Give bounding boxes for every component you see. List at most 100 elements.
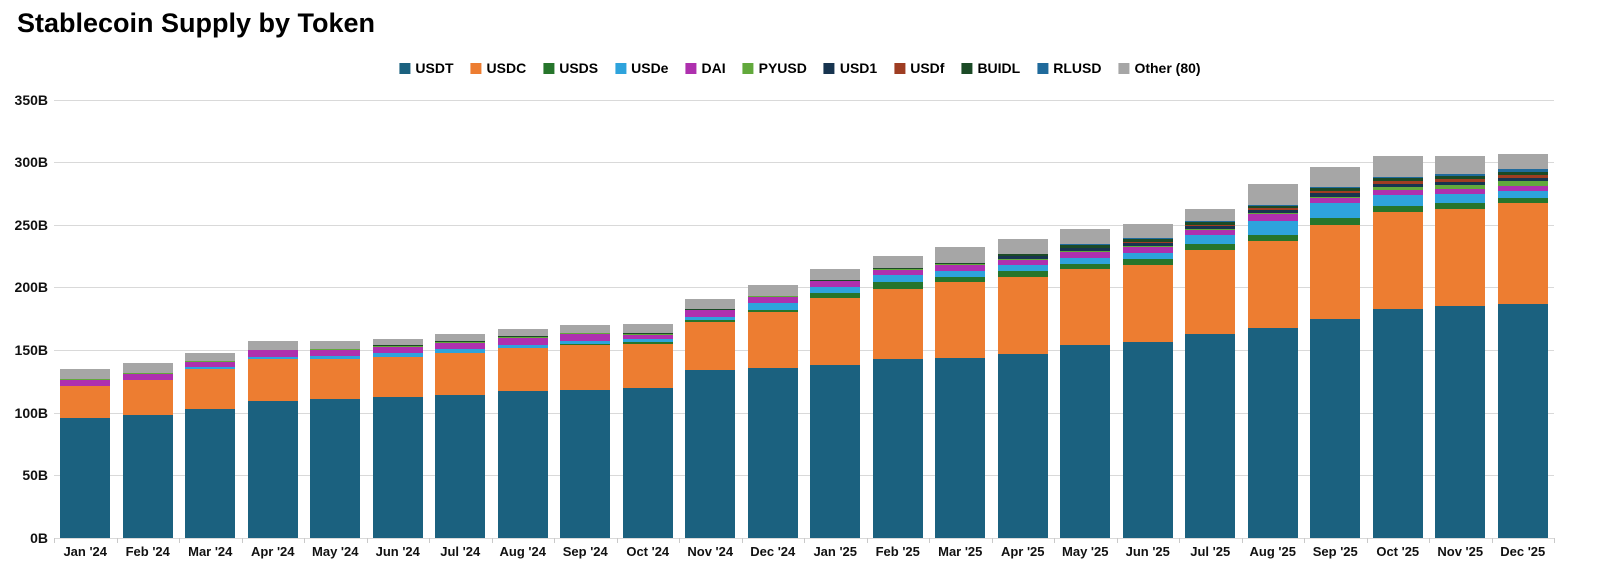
- bar-segment-usds[interactable]: [622, 342, 673, 344]
- bar-segment-usde[interactable]: [247, 356, 298, 360]
- bar-segment-dai[interactable]: [997, 260, 1048, 266]
- bar-segment-dai[interactable]: [60, 379, 111, 386]
- bar-segment-other-80[interactable]: [747, 284, 798, 296]
- bar-segment-pyusd[interactable]: [1372, 186, 1423, 190]
- bar-column-sep-24[interactable]: [560, 325, 611, 538]
- bar-segment-pyusd[interactable]: [435, 341, 486, 343]
- bar-segment-dai[interactable]: [1185, 229, 1236, 235]
- bar-segment-usdc[interactable]: [310, 359, 361, 399]
- bar-segment-buidl[interactable]: [1435, 176, 1486, 180]
- bar-column-dec-24[interactable]: [747, 284, 798, 538]
- bar-segment-usdc[interactable]: [1247, 241, 1298, 328]
- bar-segment-rlusd[interactable]: [1435, 174, 1486, 177]
- bar-column-sep-25[interactable]: [1310, 167, 1361, 538]
- bar-column-mar-24[interactable]: [185, 352, 236, 538]
- bar-segment-other-80[interactable]: [560, 325, 611, 333]
- bar-segment-usdt[interactable]: [122, 415, 173, 538]
- bar-segment-usdf[interactable]: [1372, 181, 1423, 184]
- bar-segment-pyusd[interactable]: [1122, 245, 1173, 247]
- bar-segment-buidl[interactable]: [1372, 178, 1423, 182]
- bar-segment-pyusd[interactable]: [372, 346, 423, 347]
- bar-segment-usdc[interactable]: [1372, 212, 1423, 309]
- legend-item-other-80[interactable]: Other (80): [1118, 61, 1201, 75]
- bar-segment-usds[interactable]: [1372, 206, 1423, 213]
- bar-segment-usd1[interactable]: [1122, 243, 1173, 246]
- bar-segment-usde[interactable]: [1435, 193, 1486, 204]
- bar-segment-usds[interactable]: [935, 276, 986, 283]
- bar-segment-other-80[interactable]: [1185, 209, 1236, 222]
- bar-segment-buidl[interactable]: [810, 280, 861, 281]
- bar-segment-buidl[interactable]: [685, 308, 736, 310]
- bar-segment-dai[interactable]: [685, 310, 736, 317]
- bar-segment-usds[interactable]: [1310, 218, 1361, 225]
- bar-segment-buidl[interactable]: [1247, 205, 1298, 209]
- bar-segment-usdf[interactable]: [1435, 179, 1486, 183]
- bar-segment-other-80[interactable]: [810, 268, 861, 280]
- legend-item-usde[interactable]: USDe: [615, 61, 668, 75]
- bar-segment-other-80[interactable]: [935, 247, 986, 263]
- legend-item-dai[interactable]: DAI: [685, 61, 726, 75]
- bar-segment-usds[interactable]: [1185, 243, 1236, 250]
- bar-segment-other-80[interactable]: [372, 338, 423, 346]
- bar-segment-usde[interactable]: [560, 340, 611, 344]
- bar-segment-usds[interactable]: [1122, 259, 1173, 265]
- bar-segment-dai[interactable]: [310, 349, 361, 357]
- bar-column-jun-25[interactable]: [1122, 224, 1173, 538]
- bar-segment-dai[interactable]: [622, 334, 673, 339]
- legend-item-buidl[interactable]: BUIDL: [961, 61, 1020, 75]
- bar-segment-usdt[interactable]: [435, 395, 486, 538]
- bar-segment-usdc[interactable]: [497, 348, 548, 392]
- bar-segment-usde[interactable]: [1122, 252, 1173, 260]
- bar-segment-pyusd[interactable]: [1185, 228, 1236, 230]
- bar-segment-usdt[interactable]: [685, 370, 736, 538]
- bar-segment-pyusd[interactable]: [1435, 185, 1486, 189]
- bar-segment-other-80[interactable]: [247, 340, 298, 350]
- bar-segment-usdc[interactable]: [185, 368, 236, 409]
- bar-segment-dai[interactable]: [435, 342, 486, 350]
- bar-segment-usdt[interactable]: [497, 391, 548, 538]
- bar-column-aug-24[interactable]: [497, 328, 548, 538]
- bar-segment-rlusd[interactable]: [1310, 187, 1361, 189]
- bar-segment-usds[interactable]: [747, 309, 798, 313]
- legend-item-usdf[interactable]: USDf: [894, 61, 944, 75]
- bar-column-feb-24[interactable]: [122, 362, 173, 538]
- bar-segment-usde[interactable]: [1060, 257, 1111, 264]
- bar-segment-dai[interactable]: [1372, 189, 1423, 195]
- bar-segment-usdt[interactable]: [1435, 306, 1486, 538]
- legend-item-usdc[interactable]: USDC: [470, 61, 526, 75]
- bar-column-mar-25[interactable]: [935, 247, 986, 538]
- bar-segment-usde[interactable]: [1185, 234, 1236, 244]
- bar-segment-dai[interactable]: [372, 346, 423, 354]
- bar-segment-buidl[interactable]: [497, 336, 548, 337]
- bar-segment-usdc[interactable]: [60, 385, 111, 418]
- bar-segment-usdt[interactable]: [1122, 341, 1173, 538]
- bar-segment-pyusd[interactable]: [560, 333, 611, 335]
- bar-segment-usds[interactable]: [1247, 235, 1298, 242]
- bar-segment-usds[interactable]: [997, 271, 1048, 277]
- bar-segment-usd1[interactable]: [1435, 182, 1486, 186]
- bar-segment-dai[interactable]: [1122, 247, 1173, 253]
- bar-segment-other-80[interactable]: [1310, 167, 1361, 188]
- bar-segment-usds[interactable]: [872, 282, 923, 289]
- bar-segment-buidl[interactable]: [935, 263, 986, 265]
- bar-segment-usdc[interactable]: [997, 276, 1048, 354]
- bar-segment-dai[interactable]: [935, 265, 986, 271]
- bar-column-oct-24[interactable]: [622, 324, 673, 538]
- bar-segment-pyusd[interactable]: [1247, 212, 1298, 215]
- bar-segment-dai[interactable]: [810, 281, 861, 287]
- bar-segment-other-80[interactable]: [60, 368, 111, 380]
- bar-segment-buidl[interactable]: [560, 332, 611, 334]
- bar-segment-usde[interactable]: [1497, 190, 1548, 198]
- bar-segment-usdt[interactable]: [622, 387, 673, 538]
- bar-segment-usds[interactable]: [685, 320, 736, 322]
- bar-column-jan-25[interactable]: [810, 268, 861, 538]
- bar-segment-buidl[interactable]: [372, 345, 423, 347]
- legend-item-pyusd[interactable]: PYUSD: [742, 61, 807, 75]
- bar-segment-dai[interactable]: [247, 350, 298, 357]
- bar-segment-usdf[interactable]: [1497, 174, 1548, 178]
- bar-segment-usdf[interactable]: [1122, 242, 1173, 243]
- bar-segment-buidl[interactable]: [622, 333, 673, 334]
- bar-segment-usde[interactable]: [497, 344, 548, 349]
- bar-segment-dai[interactable]: [1247, 214, 1298, 221]
- bar-segment-dai[interactable]: [185, 361, 236, 368]
